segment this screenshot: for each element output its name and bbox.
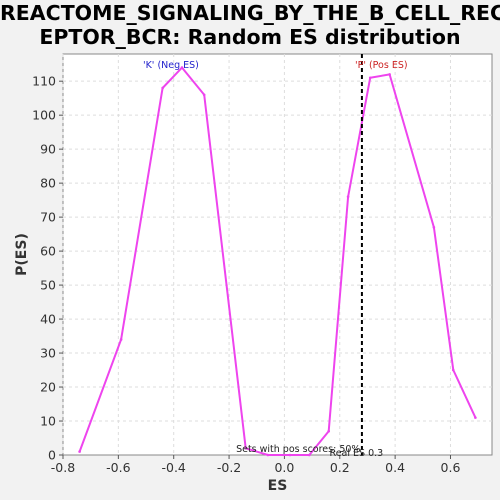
y-tick-label: 110 [32, 74, 56, 89]
x-tick-label: -0.4 [162, 460, 186, 475]
data-point [266, 453, 270, 457]
data-point [244, 446, 247, 450]
y-axis-ticks: 0 10 20 30 40 50 60 70 80 90 100 110 [32, 74, 63, 463]
data-point [78, 450, 81, 453]
grid [62, 54, 492, 455]
real-es-label: Real ES 0.3 [330, 448, 384, 459]
x-tick-label: 0.6 [441, 460, 461, 475]
data-point [119, 338, 123, 341]
x-tick-label: -0.6 [106, 460, 130, 475]
y-tick-label: 100 [32, 108, 56, 123]
es-distribution-line [78, 66, 477, 456]
x-tick-label: 0.0 [274, 460, 294, 475]
data-point [161, 86, 164, 90]
y-tick-label: 10 [40, 414, 56, 429]
pos-scores-label: Sets with pos scores: 50% [236, 444, 360, 455]
x-tick-label: 0.4 [385, 460, 405, 475]
data-point [327, 429, 331, 433]
chart-title-line1: REACTOME_SIGNALING_BY_THE_B_CELL_REC [0, 1, 500, 25]
data-point [451, 368, 455, 372]
y-tick-label: 0 [48, 448, 56, 463]
y-tick-label: 20 [40, 380, 56, 395]
data-point [368, 76, 372, 80]
x-axis-label: ES [268, 478, 288, 494]
y-tick-label: 50 [40, 278, 56, 293]
x-tick-label: -0.8 [51, 460, 75, 475]
data-point [388, 73, 391, 76]
y-tick-label: 80 [40, 176, 56, 191]
x-tick-label: -0.2 [217, 460, 241, 475]
data-point [180, 66, 184, 69]
data-point [202, 93, 206, 97]
chart-title-line2: EPTOR_BCR: Random ES distribution [39, 25, 461, 49]
plot-area [62, 53, 493, 456]
data-point [288, 453, 292, 457]
y-tick-label: 90 [40, 142, 56, 157]
y-tick-label: 70 [40, 210, 56, 225]
data-point [308, 453, 311, 457]
y-tick-label: 60 [40, 244, 56, 259]
x-axis-ticks: -0.8 -0.6 -0.4 -0.2 0.0 0.2 0.4 0.6 [51, 455, 461, 475]
data-point [346, 195, 350, 199]
data-points [78, 66, 477, 457]
pos-es-label: 'P' (Pos ES) [355, 60, 408, 71]
y-tick-label: 30 [40, 346, 56, 361]
y-axis-label: P(ES) [14, 233, 30, 276]
data-point [432, 226, 436, 229]
y-tick-label: 40 [40, 312, 56, 327]
x-tick-label: 0.2 [330, 460, 350, 475]
neg-es-label: 'K' (Neg ES) [143, 60, 199, 71]
data-point [474, 416, 477, 419]
